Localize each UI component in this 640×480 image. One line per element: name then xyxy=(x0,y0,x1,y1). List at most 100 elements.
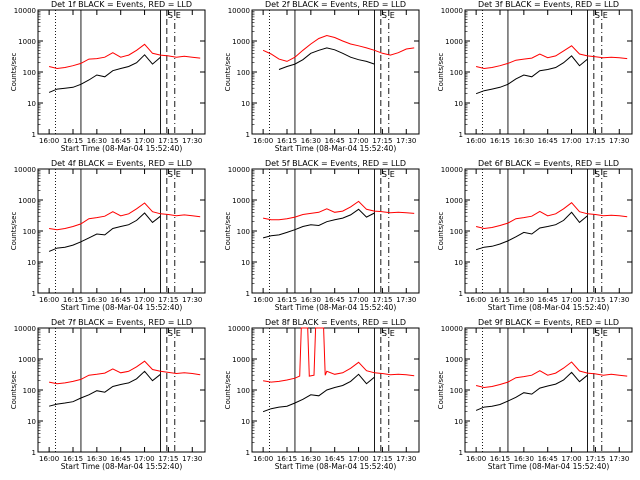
x-tick-label: 17:30 xyxy=(182,296,202,304)
y-tick-label: 10 xyxy=(241,418,250,426)
x-tick-label: 17:15 xyxy=(372,137,392,145)
x-tick-label: 16:45 xyxy=(111,296,131,304)
y-tick-label: 1 xyxy=(459,290,463,298)
plot-frame xyxy=(251,168,420,294)
y-tick-label: 1 xyxy=(32,290,36,298)
x-tick-label: 17:30 xyxy=(609,296,629,304)
marker-label-e: E xyxy=(390,11,395,20)
chart-title: Det 5f BLACK = Events, RED = LLD xyxy=(265,159,406,168)
marker-label-e: E xyxy=(176,170,181,179)
x-tick-label: 16:00 xyxy=(253,137,273,145)
y-tick-label: 10000 xyxy=(228,325,250,333)
x-tick-label: 17:30 xyxy=(182,455,202,463)
x-tick-label: 16:00 xyxy=(39,455,59,463)
marker-label-s: S xyxy=(168,170,173,179)
y-tick-label: 10000 xyxy=(14,7,36,15)
chart-title: Det 6f BLACK = Events, RED = LLD xyxy=(478,159,619,168)
marker-label-e: E xyxy=(390,329,395,338)
chart-title: Det 9f BLACK = Events, RED = LLD xyxy=(478,318,619,327)
x-tick-label: 17:00 xyxy=(348,455,368,463)
y-tick-label: 100 xyxy=(237,387,250,395)
lld-series-line xyxy=(262,34,415,62)
x-tick-label: 16:00 xyxy=(39,137,59,145)
lld-series-line xyxy=(263,327,415,383)
y-tick-label: 10000 xyxy=(441,7,463,15)
y-tick-label: 10000 xyxy=(14,325,36,333)
y-axis-label: Counts/sec xyxy=(10,371,18,410)
y-tick-label: 10 xyxy=(241,259,250,267)
plot-frame xyxy=(37,327,206,453)
y-axis-label: Counts/sec xyxy=(224,371,232,410)
marker-label-s: S xyxy=(168,11,173,20)
x-tick-label: 16:30 xyxy=(87,455,107,463)
plot-frame xyxy=(251,9,420,135)
y-tick-label: 100 xyxy=(23,387,36,395)
x-axis-label: Start Time (08-Mar-04 15:52:40) xyxy=(275,462,397,471)
x-tick-label: 16:30 xyxy=(87,296,107,304)
marker-label-s: S xyxy=(168,329,173,338)
x-tick-label: 17:15 xyxy=(585,137,605,145)
plot-frame xyxy=(37,9,206,135)
marker-label-s: S xyxy=(382,11,387,20)
x-tick-label: 17:15 xyxy=(372,296,392,304)
x-tick-label: 16:45 xyxy=(538,296,558,304)
chart-panel-1: Det 1f BLACK = Events, RED = LLD 1 10 100 10… xyxy=(10,0,206,153)
x-tick-label: 16:15 xyxy=(63,137,83,145)
chart-panel-3: Det 3f BLACK = Events, RED = LLD 1 10 100 10… xyxy=(437,0,633,145)
marker-label-s: S xyxy=(595,170,600,179)
events-series-line xyxy=(475,55,588,95)
y-axis-label: Counts/sec xyxy=(10,53,18,92)
y-tick-label: 100 xyxy=(237,228,250,236)
marker-label-e: E xyxy=(603,170,608,179)
y-tick-label: 10 xyxy=(241,100,250,108)
x-tick-label: 16:15 xyxy=(277,296,297,304)
y-tick-label: 10 xyxy=(454,418,463,426)
y-tick-label: 1 xyxy=(32,449,36,457)
lld-series-line xyxy=(49,360,201,385)
x-tick-label: 17:30 xyxy=(609,137,629,145)
plot-frame xyxy=(37,168,206,294)
events-series-line xyxy=(48,54,161,93)
x-axis-label: Start Time (08-Mar-04 15:52:40) xyxy=(275,144,397,153)
x-tick-label: 17:15 xyxy=(158,296,178,304)
chart-title: Det 8f BLACK = Events, RED = LLD xyxy=(265,318,406,327)
x-tick-label: 17:15 xyxy=(585,296,605,304)
x-axis-label: Start Time (08-Mar-04 15:52:40) xyxy=(488,462,610,471)
x-tick-label: 16:30 xyxy=(514,296,534,304)
y-tick-label: 100 xyxy=(23,228,36,236)
x-tick-label: 16:00 xyxy=(466,137,486,145)
y-tick-label: 1000 xyxy=(232,197,250,205)
plot-frame xyxy=(251,327,420,453)
y-axis-label: Counts/sec xyxy=(224,53,232,92)
x-tick-label: 16:30 xyxy=(87,137,107,145)
x-tick-label: 17:00 xyxy=(561,455,581,463)
x-tick-label: 16:30 xyxy=(301,455,321,463)
events-series-line xyxy=(262,208,375,239)
y-axis-label: Counts/sec xyxy=(437,212,445,251)
x-tick-label: 16:45 xyxy=(325,296,345,304)
x-tick-label: 17:15 xyxy=(585,455,605,463)
x-axis-label: Start Time (08-Mar-04 15:52:40) xyxy=(61,144,183,153)
y-tick-label: 1000 xyxy=(18,38,36,46)
events-series-line xyxy=(262,373,375,413)
chart-panel-4: Det 4f BLACK = Events, RED = LLD 1 10 100 10… xyxy=(10,159,206,312)
chart-title: Det 7f BLACK = Events, RED = LLD xyxy=(51,318,192,327)
x-tick-label: 17:30 xyxy=(396,296,416,304)
y-tick-label: 1 xyxy=(246,131,250,139)
y-tick-label: 100 xyxy=(237,69,250,77)
y-tick-label: 1000 xyxy=(232,38,250,46)
y-tick-label: 1000 xyxy=(18,197,36,205)
x-tick-label: 16:45 xyxy=(111,455,131,463)
x-tick-label: 16:15 xyxy=(490,296,510,304)
events-series-line xyxy=(475,211,588,251)
y-tick-label: 1 xyxy=(246,449,250,457)
y-tick-label: 1000 xyxy=(445,197,463,205)
x-tick-label: 17:00 xyxy=(561,296,581,304)
lld-series-line xyxy=(475,361,628,389)
x-tick-label: 16:00 xyxy=(466,455,486,463)
y-tick-label: 1000 xyxy=(445,38,463,46)
chart-panel-2: Det 2f BLACK = Events, RED = LLD 1 10 100 10… xyxy=(224,0,420,153)
chart-panel-9: Det 9f BLACK = Events, RED = LLD 1 10 100 10… xyxy=(437,318,633,471)
y-tick-label: 100 xyxy=(450,387,463,395)
marker-label-e: E xyxy=(603,329,608,338)
